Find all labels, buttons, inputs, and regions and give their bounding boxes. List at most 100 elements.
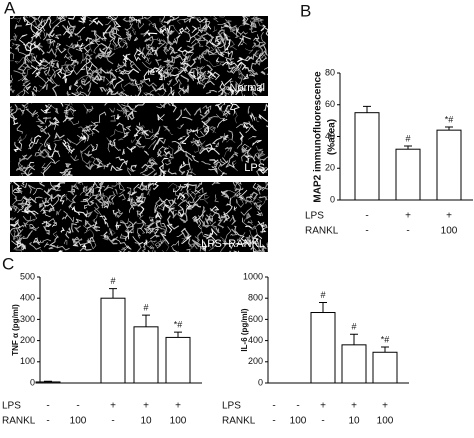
fiber [190, 128, 196, 133]
fiber [170, 86, 175, 96]
fiber [71, 222, 77, 233]
fiber [163, 46, 176, 54]
fiber [257, 83, 265, 93]
significance-label: # [143, 303, 148, 313]
fiber [199, 147, 211, 155]
fiber [62, 24, 76, 31]
fiber [122, 148, 125, 156]
error-bar [109, 288, 117, 299]
fiber [126, 32, 132, 41]
fiber [38, 142, 44, 151]
fiber [51, 17, 58, 24]
fiber [59, 193, 66, 205]
fiber [260, 32, 266, 45]
fiber [37, 118, 46, 124]
condition-name: RANKL [2, 416, 36, 427]
fiber [48, 25, 57, 37]
fiber [181, 51, 189, 59]
fiber [33, 134, 42, 143]
fiber [37, 125, 44, 130]
fiber [133, 36, 139, 42]
fiber [143, 225, 150, 234]
fiber [233, 193, 244, 203]
fiber [48, 62, 51, 76]
fiber [197, 26, 204, 34]
fiber [184, 84, 189, 94]
y-tick-label: 80 [325, 67, 335, 77]
fiber [46, 160, 60, 167]
fiber [46, 186, 57, 194]
fiber [45, 104, 52, 109]
fiber [193, 35, 204, 47]
fiber [232, 110, 238, 124]
fiber [65, 230, 72, 239]
fiber [205, 244, 217, 250]
fiber [179, 149, 187, 153]
fiber [138, 227, 145, 234]
fiber [87, 236, 94, 244]
fiber [256, 43, 266, 49]
fiber [31, 213, 38, 222]
fiber [47, 155, 56, 164]
fiber [40, 166, 48, 175]
fiber [208, 167, 218, 175]
fiber [95, 157, 103, 169]
condition-value: - [321, 416, 324, 427]
fiber [93, 121, 99, 126]
fiber [48, 42, 54, 49]
fiber [230, 62, 243, 74]
fiber [215, 113, 226, 119]
fiber [137, 16, 144, 20]
fiber [228, 20, 237, 30]
significance-label: *# [174, 319, 183, 329]
fiber [242, 21, 248, 26]
fiber [202, 206, 207, 215]
fiber [246, 212, 252, 220]
fiber [37, 23, 41, 29]
fiber [209, 159, 219, 164]
fiber [45, 142, 52, 150]
fiber [235, 30, 242, 39]
fiber [126, 145, 136, 151]
fiber [136, 210, 142, 218]
fiber [183, 30, 192, 39]
fiber [157, 114, 165, 119]
fiber [23, 54, 31, 64]
fiber [119, 70, 130, 75]
fiber [177, 123, 184, 129]
error-bar [363, 105, 371, 113]
fiber [31, 90, 36, 96]
image-label: LPS [244, 162, 265, 174]
fiber [27, 184, 36, 194]
fiber [50, 194, 62, 202]
fiber [228, 61, 235, 72]
fiber [224, 240, 234, 250]
fiber [93, 30, 100, 41]
fiber [58, 250, 63, 252]
fiber [29, 224, 40, 230]
fiber [99, 48, 105, 57]
fiber [186, 58, 197, 68]
fiber [216, 61, 225, 67]
fiber [142, 166, 156, 176]
significance-label: # [320, 290, 325, 300]
fiber [167, 71, 173, 78]
fiber [110, 29, 117, 38]
fiber [13, 148, 20, 153]
fiber [223, 32, 231, 45]
fiber [244, 236, 255, 240]
fiber [227, 190, 237, 199]
fiber [80, 52, 84, 64]
fiber [143, 16, 153, 20]
fiber [73, 60, 79, 65]
fiber [26, 205, 36, 216]
fiber [121, 245, 129, 251]
fiber [92, 214, 98, 224]
fiber [74, 26, 86, 36]
fiber [166, 32, 172, 46]
fiber [44, 222, 51, 228]
fiber [103, 195, 111, 207]
fiber [199, 53, 209, 62]
fiber [85, 57, 94, 66]
fiber [74, 42, 84, 48]
